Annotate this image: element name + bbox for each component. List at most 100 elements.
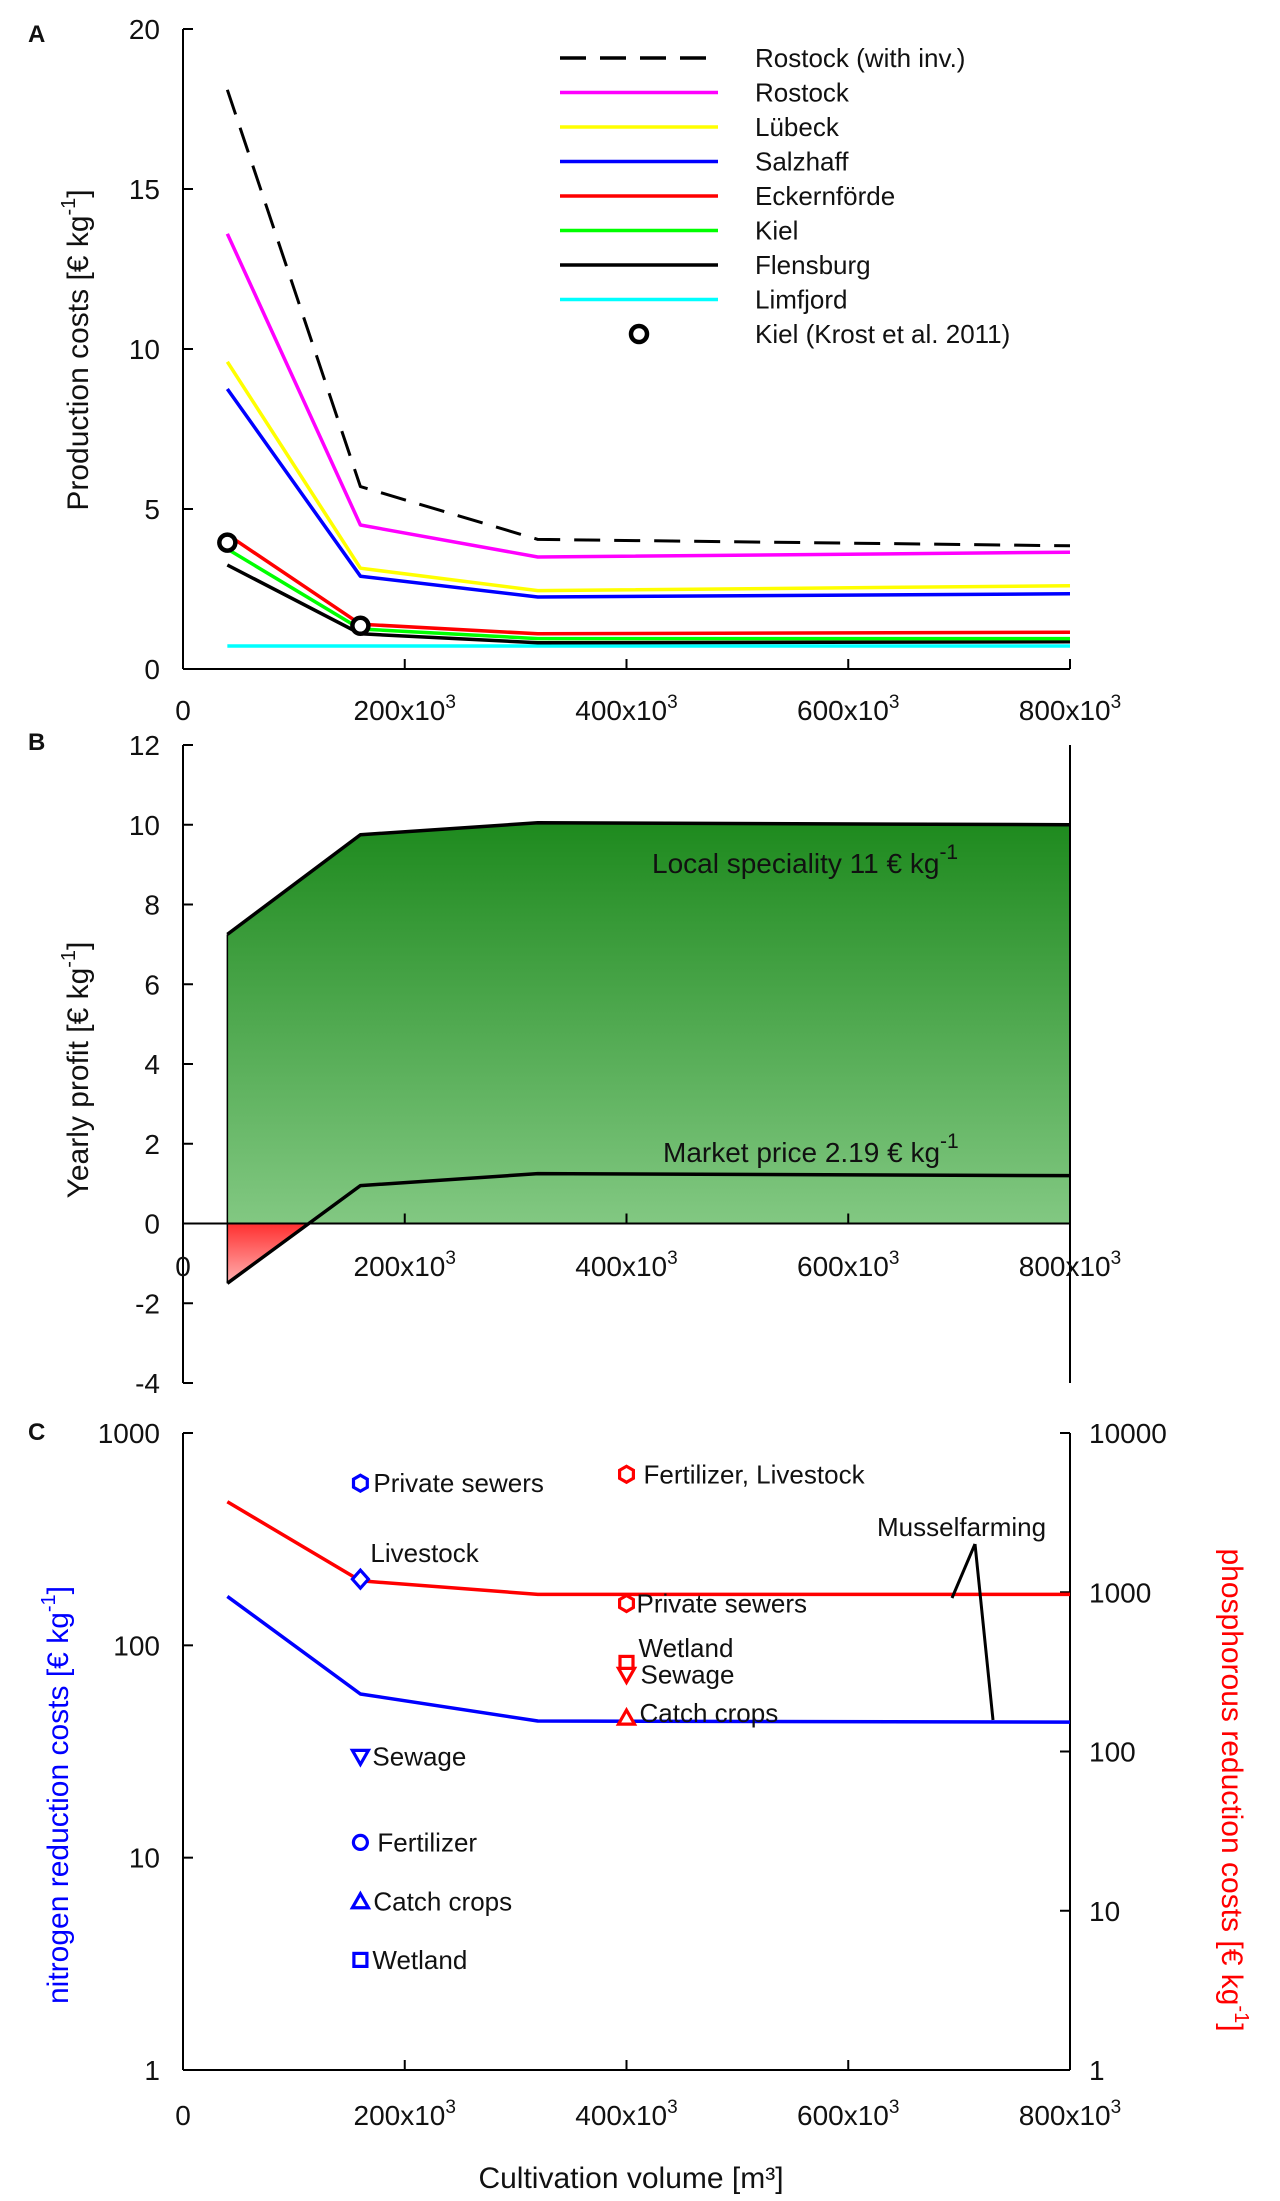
- series-line-phosphorus: [226, 1500, 1070, 1597]
- legend-label-kiel-krost: Kiel (Krost et al. 2011): [755, 319, 1010, 349]
- series-line-market-price: [226, 1171, 1071, 1285]
- nitrogen-point-fertilizer: [351, 1833, 369, 1852]
- legend-label-l-beck: Lübeck: [755, 112, 840, 142]
- panel-a-axes: [182, 29, 1070, 670]
- nitrogen-point-label-catch-crops: Catch crops: [373, 1887, 512, 1917]
- musselfarming-annotation: Musselfarming: [877, 1512, 1046, 1721]
- panel-c-y-right-tick-label-1000: 1000: [1089, 1577, 1151, 1608]
- series-line-rostock-with-inv: [225, 89, 1071, 548]
- legend-label-rostock-with-inv: Rostock (with inv.): [755, 43, 965, 73]
- panel-c-y-left-tick-label-100: 100: [113, 1630, 160, 1661]
- phosphorus-point-private-sewers: [617, 1593, 636, 1614]
- series-line-kiel: [226, 547, 1070, 641]
- panel-c-letter: C: [28, 1419, 45, 1446]
- series-line-eckernf-rde: [226, 533, 1071, 636]
- kiel-krost-point: [217, 532, 238, 553]
- panel-b-lines: [226, 821, 1071, 1285]
- phosphorus-point-label-sewage: Sewage: [641, 1659, 735, 1689]
- kiel-krost-point: [350, 615, 371, 637]
- panel-b-letter: B: [28, 729, 45, 756]
- legend-label-rostock: Rostock: [755, 78, 850, 108]
- panel-a-y-axis-label: Production costs [€ kg-1]: [58, 189, 95, 510]
- panel-b-y-tick-label-8: 8: [144, 890, 160, 921]
- panel-c-x-tick-label-800x10: 800x103: [1019, 2097, 1121, 2131]
- phosphorus-point-catch-crops: [615, 1706, 638, 1726]
- panel-c-points: Private sewers Livestock Sewage Fertilizer C…: [349, 1459, 866, 1975]
- panel-a-lines: [225, 89, 1071, 648]
- panel-a-x-tick-label-0: 0: [175, 695, 191, 726]
- series-line-l-beck: [225, 360, 1071, 593]
- profit-area: [227, 822, 1071, 1224]
- panel-a-y-tick-label-20: 20: [129, 14, 160, 45]
- market-price-label: Market price 2.19 € kg-1: [663, 1130, 959, 1168]
- panel-b-y-tick-label-12: 12: [129, 730, 160, 761]
- series-line-rostock: [225, 233, 1071, 559]
- legend-label-limfjord: Limfjord: [755, 285, 847, 315]
- series-line-local-speciality: [226, 821, 1071, 936]
- nitrogen-point-catch-crops: [349, 1890, 372, 1910]
- panel-c-y-right-tick-label-1: 1: [1089, 2055, 1105, 2086]
- panel-a-x-tick-label-800x10: 800x103: [1019, 692, 1121, 726]
- panel-b-x-tick-label-600x10: 600x103: [797, 1248, 899, 1282]
- panel-b-y-tick-label-4: 4: [144, 1049, 160, 1080]
- panel-b-x-ticks: 0 200x103 400x103 600x103 800x103: [175, 1213, 1121, 1282]
- panel-c-x-tick-label-0: 0: [175, 2100, 191, 2131]
- panel-c-y-ticks-right: 1 10 100 1000 10000: [1060, 1418, 1167, 2086]
- panel-b-y-tick-label-0: 0: [144, 1209, 160, 1240]
- panel-b: B -4 -2 0 2 4 6 8 10 12 0 200x103 400x103 600x103 80…: [28, 729, 1121, 1399]
- panel-a-points: [217, 532, 371, 637]
- local-speciality-label: Local speciality 11 € kg-1: [652, 841, 958, 879]
- phosphorus-point-label-fertilizer-livestock: Fertilizer, Livestock: [644, 1459, 866, 1489]
- panel-c-y-left-tick-label-10: 10: [129, 1843, 160, 1874]
- panel-c-x-tick-label-600x10: 600x103: [797, 2097, 899, 2131]
- legend-label-salzhaff: Salzhaff: [755, 147, 849, 177]
- nitrogen-point-label-fertilizer: Fertilizer: [377, 1827, 477, 1857]
- legend-label-kiel: Kiel: [755, 216, 798, 246]
- panel-c-y-axis-left-label: nitrogen reduction costs [€ kg-1]: [38, 1586, 75, 2004]
- series-line-nitrogen: [226, 1594, 1071, 1724]
- series-line-salzhaff: [225, 387, 1071, 599]
- panel-a-y-tick-label-15: 15: [129, 174, 160, 205]
- panel-a-y-tick-label-10: 10: [129, 334, 160, 365]
- nitrogen-point-sewage: [349, 1748, 372, 1768]
- panel-c-x-tick-label-200x10: 200x103: [354, 2097, 456, 2131]
- panel-b-y-tick-label-2: 2: [144, 1129, 160, 1160]
- panel-c-y-axis-right-label: phosphorous reduction costs [€ kg-1]: [1215, 1548, 1252, 2031]
- legend-label-flensburg: Flensburg: [755, 250, 871, 280]
- legend-label-eckernf-rde: Eckernförde: [755, 181, 895, 211]
- nitrogen-point-label-sewage: Sewage: [372, 1741, 466, 1771]
- panel-b-y-tick-label--2: -2: [135, 1288, 160, 1319]
- panel-a-letter: A: [28, 21, 45, 48]
- panel-b-x-tick-label-200x10: 200x103: [354, 1248, 456, 1282]
- phosphorus-point-label-private-sewers: Private sewers: [637, 1588, 808, 1618]
- x-axis-label: Cultivation volume [m³]: [478, 2162, 783, 2195]
- panel-a-x-ticks: 0 200x103 400x103 600x103 800x103: [175, 659, 1121, 726]
- panel-a-y-ticks: 0 5 10 15 20: [129, 14, 193, 685]
- musselfarming-pointer-red: [950, 1543, 977, 1599]
- panel-c-y-left-tick-label-1000: 1000: [98, 1418, 160, 1449]
- panel-b-y-tick-label--4: -4: [135, 1368, 160, 1399]
- panel-c-y-ticks-left: 1 10 100 1000: [98, 1418, 193, 2086]
- panel-b-y-tick-label-10: 10: [129, 810, 160, 841]
- phosphorus-point-fertilizer-livestock: [617, 1464, 636, 1485]
- nitrogen-point-label-private-sewers: Private sewers: [373, 1468, 544, 1498]
- panel-c-x-ticks: 0 200x103 400x103 600x103 800x103: [175, 2060, 1121, 2131]
- phosphorus-point-label-wetland: Wetland: [639, 1633, 734, 1663]
- musselfarming-label: Musselfarming: [877, 1512, 1046, 1542]
- panel-b-x-tick-label-800x10: 800x103: [1019, 1248, 1121, 1282]
- nitrogen-point-label-wetland: Wetland: [372, 1945, 467, 1975]
- panel-b-x-tick-label-400x10: 400x103: [575, 1248, 677, 1282]
- panel-b-areas: [227, 822, 1071, 1284]
- nitrogen-point-wetland: [352, 1951, 369, 1969]
- panel-c-y-right-tick-label-10: 10: [1089, 1896, 1120, 1927]
- panel-a-y-tick-label-5: 5: [144, 494, 160, 525]
- musselfarming-pointer-blue: [973, 1543, 995, 1721]
- panel-a-x-tick-label-200x10: 200x103: [354, 692, 456, 726]
- panel-c-y-left-tick-label-1: 1: [144, 2055, 160, 2086]
- phosphorus-point-label-catch-crops: Catch crops: [640, 1698, 779, 1728]
- legend-swatch-kiel-krost: [628, 323, 650, 345]
- nitrogen-point-livestock: [350, 1567, 371, 1591]
- panel-c-y-right-tick-label-10000: 10000: [1089, 1418, 1167, 1449]
- panel-a-x-tick-label-600x10: 600x103: [797, 692, 899, 726]
- panel-b-x-tick-label-0: 0: [175, 1251, 191, 1282]
